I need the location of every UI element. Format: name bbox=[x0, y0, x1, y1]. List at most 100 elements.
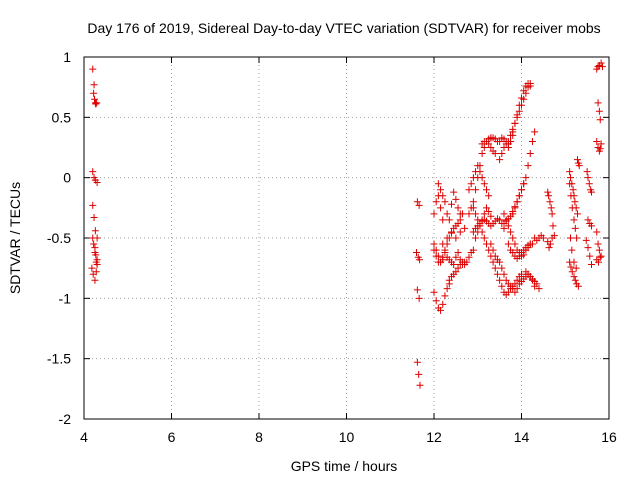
data-point bbox=[465, 186, 473, 194]
data-point bbox=[507, 137, 515, 145]
data-point bbox=[445, 276, 453, 284]
data-point bbox=[472, 186, 480, 194]
x-tick-label: 8 bbox=[255, 429, 263, 445]
data-point bbox=[89, 65, 97, 73]
data-point bbox=[567, 192, 575, 200]
data-point bbox=[476, 222, 484, 230]
data-point bbox=[515, 101, 523, 109]
data-point bbox=[454, 220, 462, 228]
data-point bbox=[437, 306, 445, 314]
data-point bbox=[430, 240, 438, 248]
data-point bbox=[509, 207, 517, 215]
y-axis-label: SDTVAR / TECUs bbox=[7, 182, 23, 294]
data-point bbox=[498, 264, 506, 272]
data-point bbox=[567, 234, 574, 242]
data-point bbox=[413, 198, 421, 206]
data-point bbox=[496, 258, 504, 266]
data-point bbox=[92, 268, 100, 276]
data-point bbox=[571, 224, 579, 232]
data-point bbox=[568, 204, 576, 212]
data-point bbox=[567, 174, 574, 182]
data-point bbox=[504, 288, 512, 296]
x-tick-label: 6 bbox=[168, 429, 176, 445]
data-point bbox=[465, 210, 473, 218]
data-point bbox=[546, 240, 554, 248]
data-point bbox=[573, 234, 581, 242]
data-point bbox=[522, 174, 530, 182]
data-point bbox=[507, 131, 515, 139]
data-point bbox=[413, 358, 421, 366]
data-point bbox=[549, 222, 557, 230]
data-point bbox=[92, 100, 100, 108]
x-tick-label: 12 bbox=[426, 429, 442, 445]
data-point bbox=[586, 252, 594, 260]
data-point bbox=[443, 234, 451, 242]
data-point bbox=[430, 210, 438, 218]
data-point bbox=[518, 270, 525, 278]
data-point bbox=[432, 252, 440, 260]
data-point bbox=[588, 222, 595, 230]
data-point bbox=[480, 234, 488, 242]
data-point bbox=[90, 240, 98, 248]
data-point bbox=[467, 180, 475, 188]
data-point bbox=[430, 288, 438, 296]
data-point bbox=[432, 297, 440, 305]
data-point bbox=[528, 240, 536, 248]
data-point bbox=[454, 204, 462, 212]
data-point bbox=[454, 248, 462, 256]
data-point bbox=[545, 192, 553, 200]
y-tick-label: -0.5 bbox=[47, 230, 71, 246]
data-point bbox=[584, 216, 592, 224]
data-point bbox=[93, 99, 101, 107]
data-point bbox=[452, 268, 460, 276]
data-point bbox=[493, 270, 501, 278]
data-point bbox=[597, 252, 605, 260]
data-point bbox=[90, 81, 98, 89]
data-point bbox=[596, 253, 604, 261]
data-point bbox=[528, 137, 536, 145]
data-point bbox=[485, 207, 493, 215]
data-point bbox=[504, 222, 512, 230]
data-point bbox=[526, 150, 534, 158]
data-point bbox=[544, 188, 552, 196]
data-point bbox=[89, 201, 97, 209]
data-point bbox=[485, 140, 493, 148]
data-point bbox=[448, 200, 455, 208]
data-point bbox=[413, 248, 420, 256]
data-point bbox=[498, 282, 506, 290]
data-point bbox=[598, 63, 606, 71]
data-point bbox=[539, 234, 547, 242]
data-point bbox=[513, 111, 521, 119]
data-point bbox=[568, 246, 576, 254]
data-point bbox=[441, 292, 449, 300]
data-point bbox=[496, 276, 504, 284]
data-point bbox=[89, 234, 97, 242]
data-point bbox=[569, 186, 577, 194]
data-point bbox=[597, 140, 605, 148]
data-point bbox=[500, 210, 508, 218]
data-point bbox=[92, 251, 100, 259]
data-point bbox=[487, 212, 495, 220]
data-point bbox=[524, 162, 532, 170]
data-point bbox=[507, 228, 515, 236]
data-point bbox=[472, 234, 480, 242]
data-point bbox=[452, 195, 460, 203]
data-point bbox=[91, 95, 98, 103]
chart-title: Day 176 of 2019, Sidereal Day-to-day VTE… bbox=[87, 20, 600, 36]
data-point bbox=[448, 229, 455, 237]
y-tick-label: -1.5 bbox=[47, 351, 71, 367]
data-point bbox=[574, 156, 581, 164]
x-tick-label: 16 bbox=[601, 429, 617, 445]
data-point bbox=[511, 240, 519, 248]
data-points bbox=[88, 59, 606, 389]
data-point bbox=[469, 246, 477, 254]
data-point bbox=[518, 94, 525, 102]
data-point bbox=[476, 162, 484, 170]
y-tick-label: -2 bbox=[59, 411, 72, 427]
data-point bbox=[566, 180, 574, 188]
data-point bbox=[595, 258, 602, 266]
data-point bbox=[496, 137, 504, 145]
data-point bbox=[430, 246, 438, 254]
data-point bbox=[531, 128, 539, 136]
